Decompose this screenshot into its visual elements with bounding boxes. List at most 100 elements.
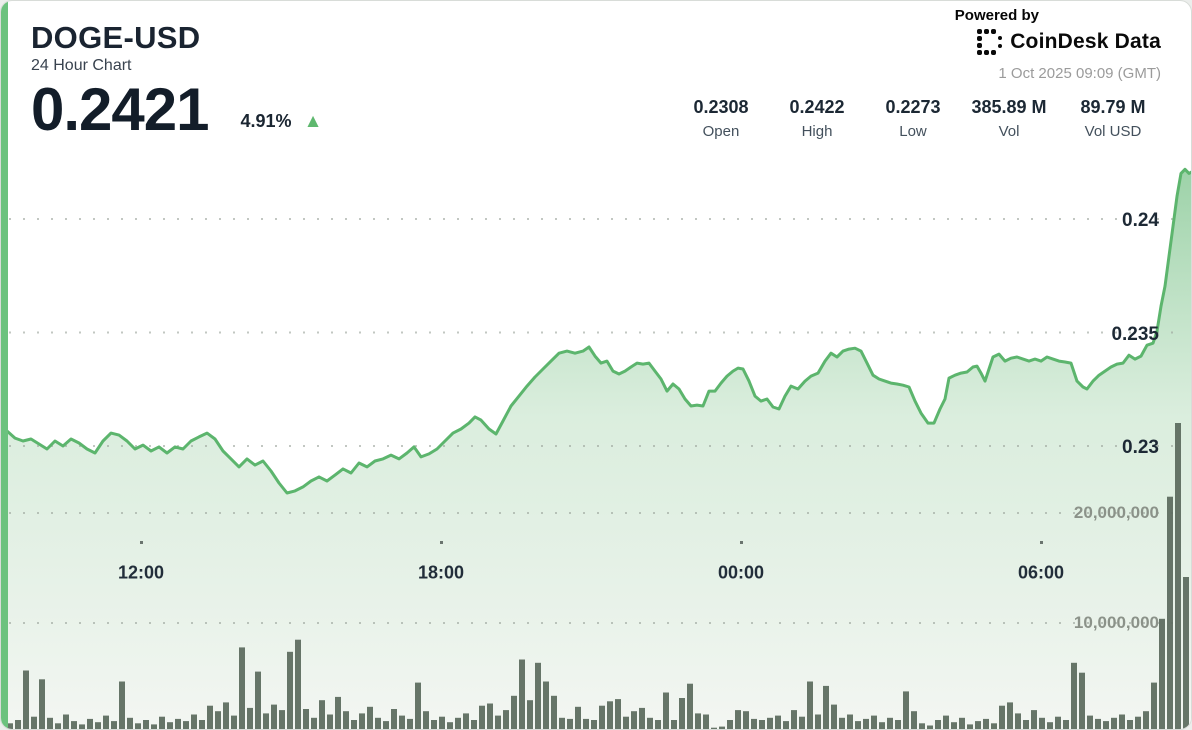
- volume-bar: [503, 710, 509, 729]
- volume-bar: [511, 695, 517, 729]
- volume-bar: [959, 717, 965, 729]
- volume-bar: [311, 717, 317, 729]
- last-updated-timestamp: 1 Oct 2025 09:09 (GMT): [998, 65, 1161, 82]
- stat-low: 0.2273 Low: [865, 97, 961, 140]
- volume-bar: [319, 700, 325, 729]
- volume-usd-value: 89.79 M: [1080, 97, 1146, 117]
- volume-bar: [327, 714, 333, 729]
- change-percent: 4.91%: [240, 111, 292, 132]
- stat-open: 0.2308 Open: [673, 97, 769, 140]
- volume-bar: [559, 717, 565, 729]
- volume-bar: [975, 721, 981, 729]
- volume-bar: [999, 705, 1005, 729]
- price-change: 4.91% ▲: [241, 111, 323, 132]
- volume-bar: [447, 722, 453, 729]
- volume-bar: [943, 715, 949, 729]
- current-price: 0.2421: [31, 76, 210, 144]
- volume-bar: [351, 720, 357, 729]
- volume-bar: [367, 706, 373, 729]
- x-axis-tick: [1040, 541, 1043, 544]
- high-label: High: [801, 123, 833, 140]
- volume-bar: [639, 707, 645, 729]
- volume-bar: [599, 705, 605, 729]
- volume-bar: [415, 682, 421, 729]
- volume-bar: [255, 671, 261, 729]
- stat-volume: 385.89 M Vol: [961, 97, 1057, 140]
- volume-bar: [15, 720, 21, 729]
- volume-bar: [167, 722, 173, 729]
- volume-bar: [1183, 577, 1189, 729]
- volume-bar: [847, 714, 853, 729]
- volume-bar: [1039, 717, 1045, 729]
- volume-bar: [431, 720, 437, 729]
- volume-bar: [279, 710, 285, 729]
- volume-label: Vol: [998, 123, 1020, 140]
- volume-bar: [263, 713, 269, 729]
- volume-bar: [455, 717, 461, 729]
- volume-bar: [791, 710, 797, 729]
- coindesk-logo-icon: [977, 29, 1003, 55]
- chart-range-subtitle: 24 Hour Chart: [31, 57, 132, 75]
- open-label: Open: [702, 123, 740, 140]
- volume-bar: [191, 714, 197, 729]
- volume-bar: [895, 720, 901, 729]
- volume-bar: [535, 662, 541, 729]
- volume-bar: [223, 702, 229, 729]
- volume-bar: [487, 703, 493, 729]
- coindesk-brand[interactable]: CoinDesk Data: [977, 29, 1161, 55]
- volume-bar: [951, 722, 957, 729]
- volume-bar: [63, 714, 69, 729]
- x-axis-tick: [140, 541, 143, 544]
- volume-bar: [911, 711, 917, 729]
- volume-bar: [815, 714, 821, 729]
- volume-bar: [607, 701, 613, 729]
- volume-bar: [463, 713, 469, 729]
- volume-bar: [399, 715, 405, 729]
- volume-bar: [551, 695, 557, 729]
- volume-bar: [87, 718, 93, 729]
- volume-bar: [111, 721, 117, 729]
- volume-bar: [743, 711, 749, 729]
- volume-bar: [439, 716, 445, 729]
- volume-bar: [1167, 496, 1173, 729]
- volume-bar: [575, 706, 581, 729]
- volume-bar: [1063, 720, 1069, 729]
- volume-bar: [807, 681, 813, 729]
- volume-bar: [695, 713, 701, 729]
- volume-bar: [7, 723, 13, 729]
- volume-bar: [1175, 423, 1181, 729]
- volume-bar: [271, 704, 277, 729]
- volume-bar: [711, 727, 717, 729]
- volume-bar: [615, 699, 621, 729]
- volume-bar: [919, 723, 925, 729]
- volume-bar: [303, 709, 309, 729]
- low-value: 0.2273: [885, 97, 941, 117]
- x-axis-tick: [440, 541, 443, 544]
- volume-bar: [79, 724, 85, 729]
- volume-bar: [471, 720, 477, 729]
- stat-high: 0.2422 High: [769, 97, 865, 140]
- volume-bar: [247, 707, 253, 729]
- price-area-fill: [7, 169, 1191, 729]
- volume-bar: [39, 679, 45, 729]
- volume-bar: [135, 723, 141, 729]
- volume-bar: [703, 714, 709, 729]
- volume-bar: [239, 647, 245, 729]
- volume-bar: [871, 715, 877, 729]
- volume-usd-label: Vol USD: [1084, 123, 1142, 140]
- volume-bar: [55, 723, 61, 729]
- volume-bar: [127, 717, 133, 729]
- volume-bar: [151, 724, 157, 729]
- volume-bar: [1031, 710, 1037, 729]
- volume-bar: [1159, 618, 1165, 729]
- coindesk-brand-text: CoinDesk Data: [1010, 30, 1161, 53]
- open-value: 0.2308: [693, 97, 749, 117]
- volume-bar: [1087, 715, 1093, 729]
- volume-bar: [343, 711, 349, 729]
- volume-bar: [479, 705, 485, 729]
- volume-bar: [687, 683, 693, 729]
- volume-bar: [143, 720, 149, 729]
- ohlc-stats-row: 0.2308 Open 0.2422 High 0.2273 Low 385.8…: [673, 97, 1169, 140]
- volume-bar: [1023, 720, 1029, 729]
